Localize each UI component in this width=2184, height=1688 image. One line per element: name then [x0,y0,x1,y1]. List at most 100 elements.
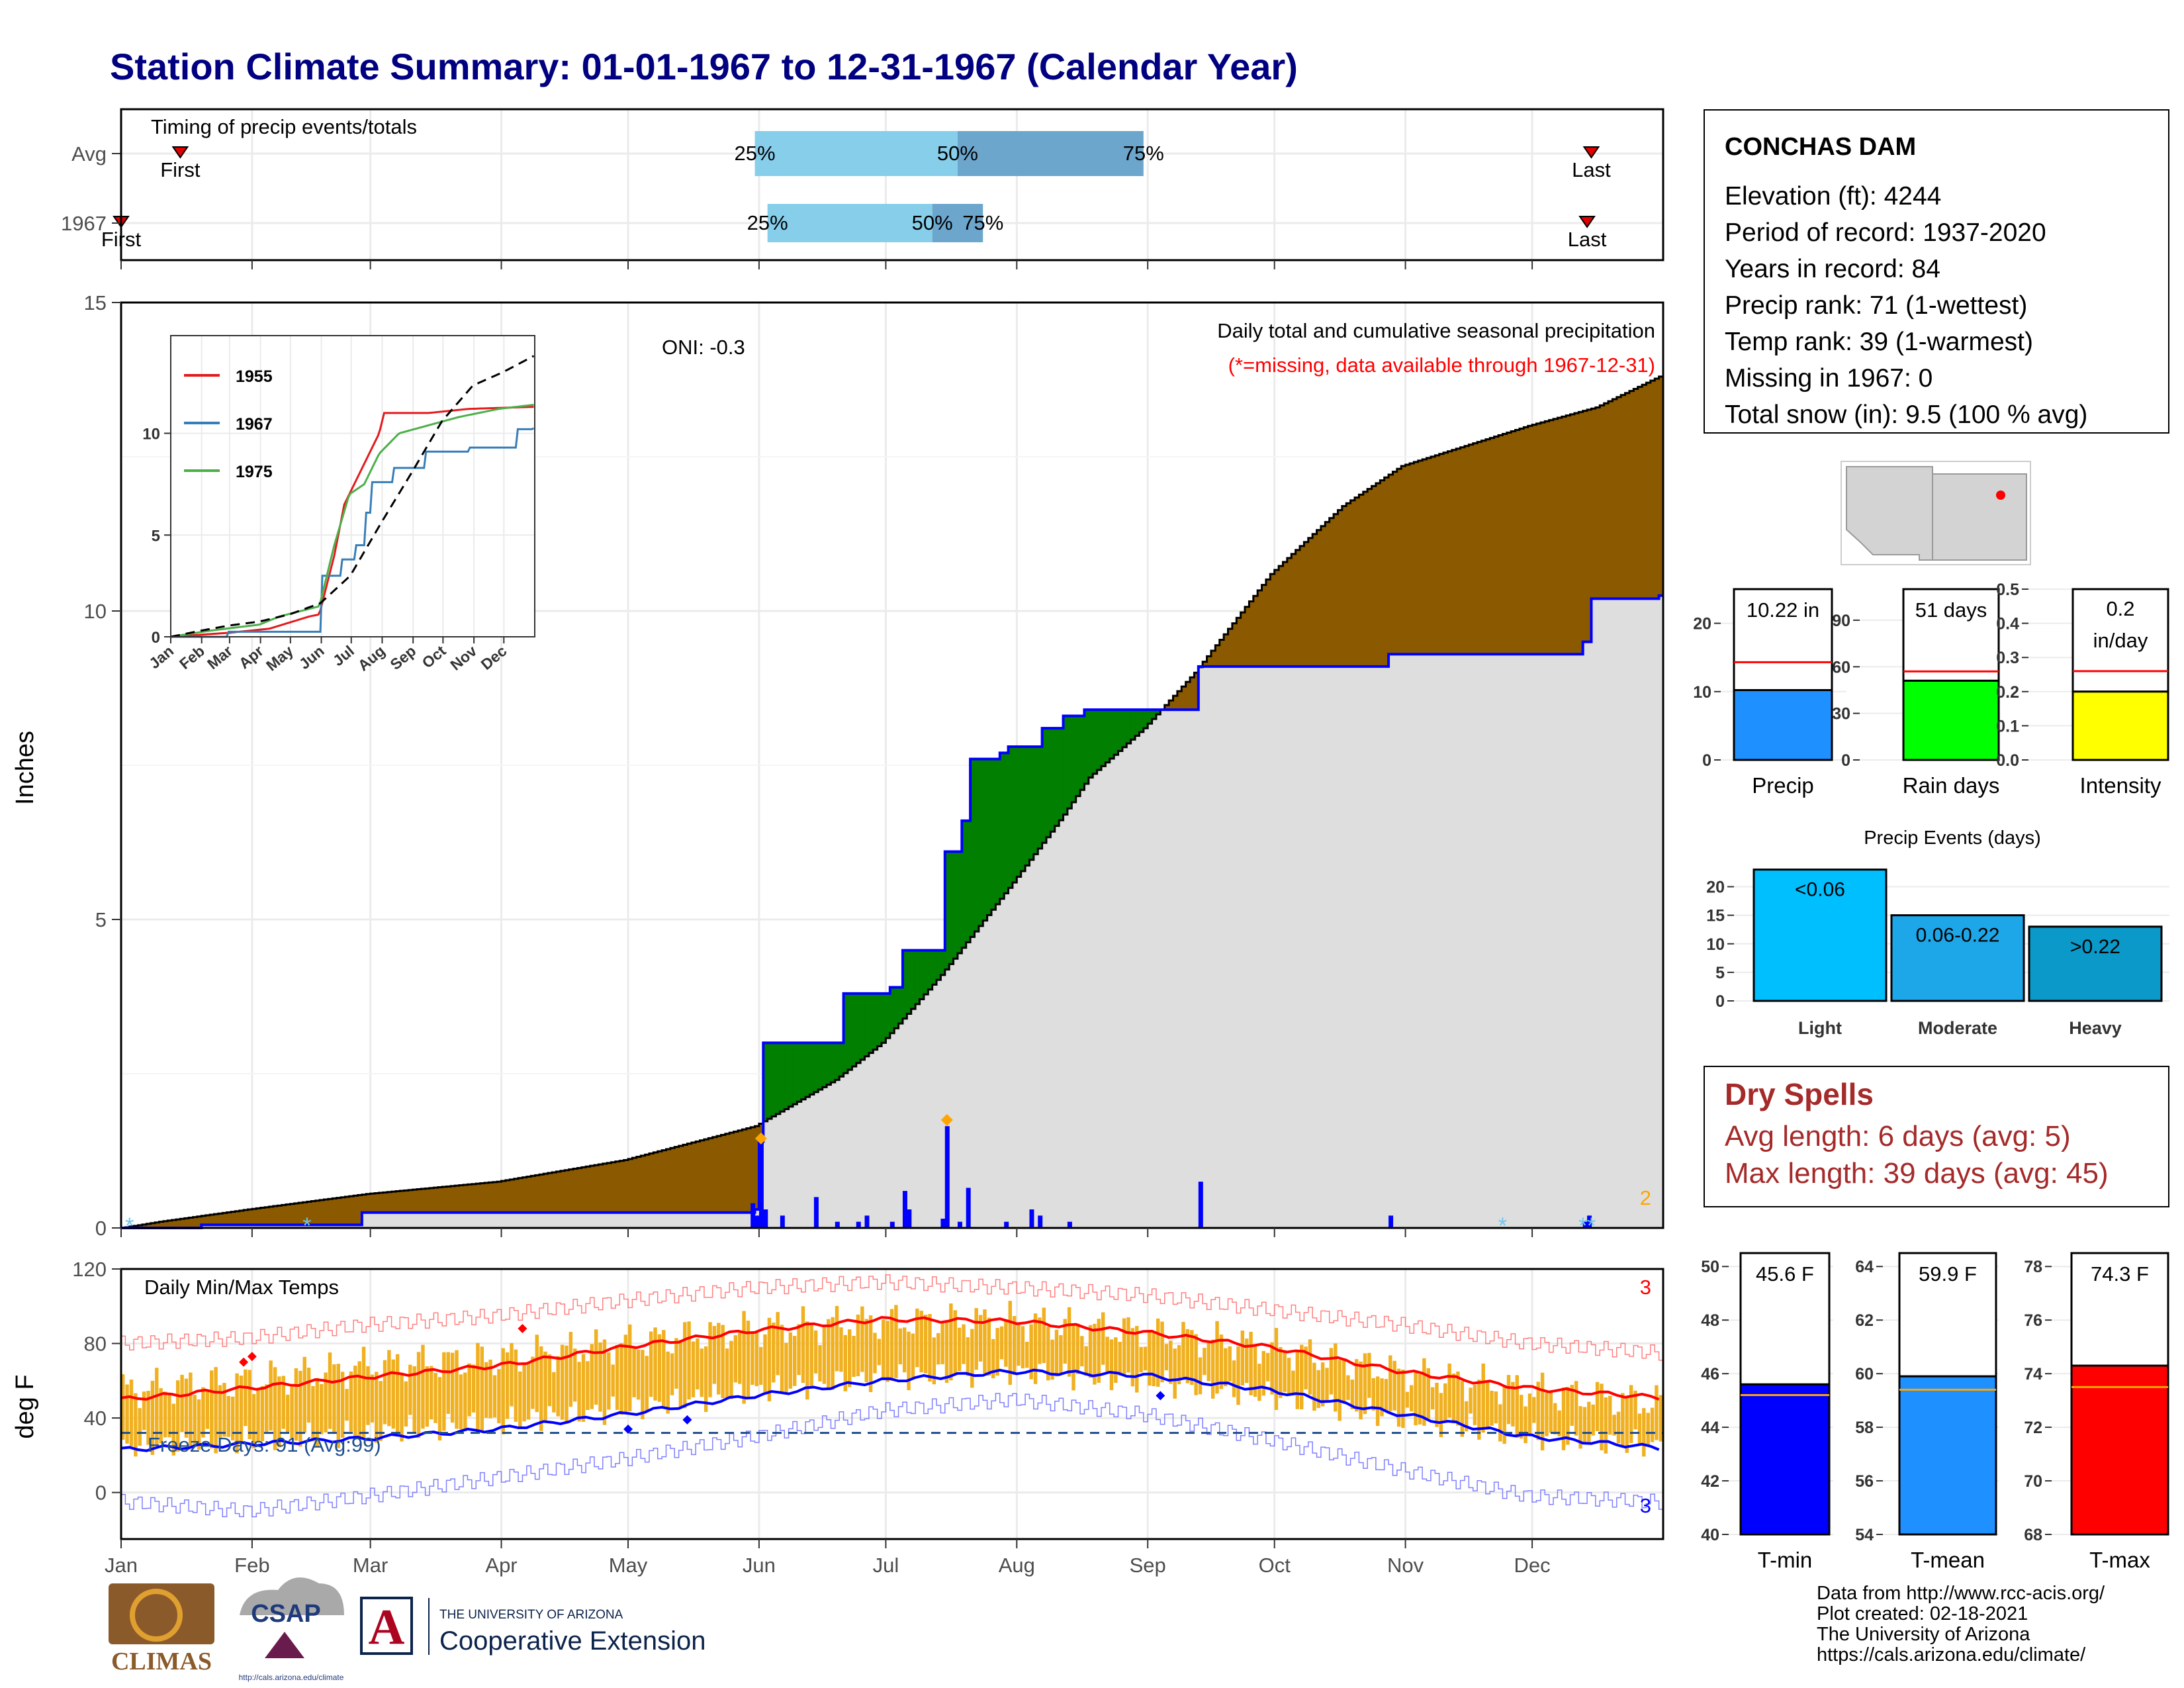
temp-daily-bar [623,1335,628,1413]
temp-daily-bar [1283,1350,1287,1392]
precip-surplus-segment [763,1043,768,1121]
temp-daily-bar [328,1352,332,1429]
temp-daily-bar [366,1366,370,1425]
temp-daily-bar [1304,1346,1308,1389]
temp-daily-bar [290,1384,294,1438]
temp-daily-bar [210,1370,214,1448]
precip-surplus-segment [856,993,861,1063]
temp-daily-bar [497,1369,501,1424]
temp-daily-bar [552,1372,556,1413]
temp-daily-bar [269,1360,273,1431]
temp-daily-bar [391,1359,395,1429]
mini-ytick-label: 78 [2024,1258,2042,1276]
temp-daily-bar [856,1314,860,1376]
temp-daily-bar [573,1348,577,1402]
temp-daily-bar [395,1354,400,1433]
temp-daily-bar [754,1331,758,1387]
precip-surplus-segment [1118,710,1123,751]
temp-daily-bar [218,1385,222,1438]
temp-daily-bar [746,1321,751,1398]
temp-daily-bar [353,1366,357,1440]
temp-daily-bar [1443,1383,1447,1421]
temp-daily-bar [915,1308,919,1368]
mini-ytick-label: 44 [1701,1419,1719,1437]
temp-daily-bar [163,1391,167,1438]
temp-daily-bar [277,1376,281,1448]
temp-daily-bar [628,1324,632,1411]
temp-daily-bar [809,1323,813,1386]
temp-daily-bar [970,1329,974,1388]
mini-ytick-label: 0.2 [1996,683,2019,702]
credit-url: https://cals.arizona.edu/climate/ [1817,1644,2086,1665]
temp-daily-bar [691,1341,696,1397]
temp-daily-bar [1524,1406,1527,1444]
precip-surplus-segment [957,851,962,953]
temp-daily-bar [320,1383,324,1434]
mini-chart-t-min: 45.6 F 40 42 44 46 48 50 T-min [1701,1252,1833,1572]
temp-daily-bar [611,1364,615,1397]
precip-surplus-segment [864,993,870,1056]
precip-snow-marker: * [1498,1213,1507,1239]
precip-obs-cumulative-area [121,595,1663,1228]
temp-daily-bar [882,1319,886,1380]
precip-surplus-segment [767,1043,772,1119]
precip-surplus-segment [822,1043,827,1088]
events-bar-label: <0.06 [1795,879,1845,901]
temp-daily-bar [1384,1379,1388,1412]
temp-daily-bar [1291,1370,1295,1396]
temp-daily-bar [1600,1383,1604,1451]
mini-ytick-label: 56 [1855,1472,1874,1491]
inset-series-1967 [171,427,535,638]
temp-daily-bar [1595,1382,1600,1432]
precip-surplus-segment [1097,710,1102,771]
mini-label-box [2071,588,2169,693]
precip-daily-bar [1582,1221,1588,1228]
precip-title-note: Daily total and cumulative seasonal prec… [1217,319,1655,342]
temp-daily-bar [1650,1407,1655,1442]
temp-daily-bar [991,1338,995,1379]
precip-daily-bar [1198,1182,1203,1228]
temp-daily-bar [1612,1415,1616,1436]
temp-daily-bar [324,1372,328,1432]
temp-daily-bar [387,1350,391,1427]
temp-daily-bar [560,1344,565,1420]
inset-legend-label: 1955 [236,367,273,386]
temp-daily-bar [340,1372,345,1438]
precip-surplus-segment [953,851,958,959]
temp-daily-bar [581,1354,586,1422]
temp-daily-bar [1485,1382,1490,1430]
temp-daily-bar [767,1317,772,1401]
precip-surplus-segment [772,1043,776,1117]
precip-surplus-segment [1038,747,1043,849]
mini-ytick-label: 90 [1832,612,1850,630]
temp-daily-bar [345,1389,349,1421]
mini-ytick-label: 60 [1855,1365,1874,1383]
temp-daily-bar [957,1327,962,1372]
temp-daily-bar [294,1368,298,1441]
temp-daily-bar [873,1333,877,1374]
temp-daily-bar [776,1312,780,1376]
temp-daily-bar [1308,1339,1312,1395]
precip-surplus-segment [1059,728,1064,821]
precip-snow-marker: * [302,1213,311,1239]
precip-surplus-segment [991,759,996,910]
temp-daily-bar [484,1362,488,1418]
temp-daily-bar [962,1324,966,1364]
temp-daily-bar [1093,1323,1097,1385]
temp-daily-bar [1392,1360,1396,1411]
precip-surplus-segment [902,950,907,1019]
timing-last-label: Last [1572,158,1611,181]
temp-daily-bar [302,1356,306,1433]
precip-surplus-segment [1067,716,1072,809]
temp-daily-bar [788,1332,793,1389]
precip-surplus-segment [809,1043,815,1095]
precip-surplus-segment [987,759,992,915]
temp-daily-bar [645,1356,649,1412]
temp-daily-bar [1206,1340,1211,1382]
precip-obs-cumulative-line [121,594,1663,1229]
location-map [1841,461,2031,565]
station-name: CONCHAS DAM [1725,133,1917,161]
temp-daily-bar [1135,1326,1139,1393]
temp-daily-bar [514,1349,518,1422]
